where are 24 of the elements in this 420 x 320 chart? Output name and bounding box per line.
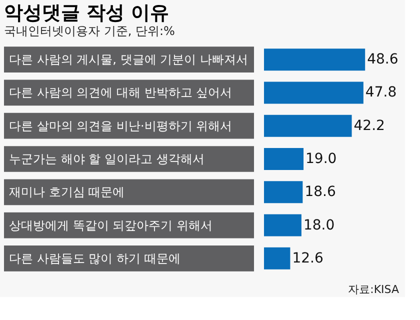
bar: [264, 247, 290, 270]
text: 악성댓글 작성 이유: [4, 2, 170, 24]
data-label: 18.6: [304, 184, 336, 200]
bar: [264, 214, 302, 236]
data-label: 48.6: [367, 52, 398, 68]
data-label: 19.0: [306, 151, 337, 167]
y-tick-label: 다른 사람의 의견에 대해 반박하고 싶어서: [9, 86, 232, 100]
text: 자료:KISA: [348, 283, 400, 296]
data-label: 12.6: [292, 250, 324, 266]
y-tick-label: 상대방에게 똑같이 되갚아주기 위해서: [9, 218, 212, 232]
y-tick-label: 다른 살마의 의견을 비난·비평하기 위해서: [9, 118, 232, 133]
bar: [264, 181, 303, 204]
data-label: 47.8: [365, 84, 397, 101]
data-label: 18.0: [303, 217, 335, 234]
text: 국내인터넷이용자 기준, 단위:%: [4, 24, 175, 38]
y-tick-label: 누군가는 해야 할 일이라고 생각해서: [9, 152, 204, 166]
bar: [264, 148, 304, 170]
y-tick-label: 재미나 호기심 때문에: [9, 185, 125, 200]
bar: [264, 114, 352, 137]
bar: [264, 82, 364, 104]
data-label: 42.2: [354, 118, 385, 134]
y-tick-label: 다른 사람들도 많이 하기 때문에: [9, 251, 180, 266]
bar: [264, 48, 366, 71]
y-tick-label: 다른 사람의 게시물, 댓글에 기분이 나빠져서: [9, 52, 248, 67]
